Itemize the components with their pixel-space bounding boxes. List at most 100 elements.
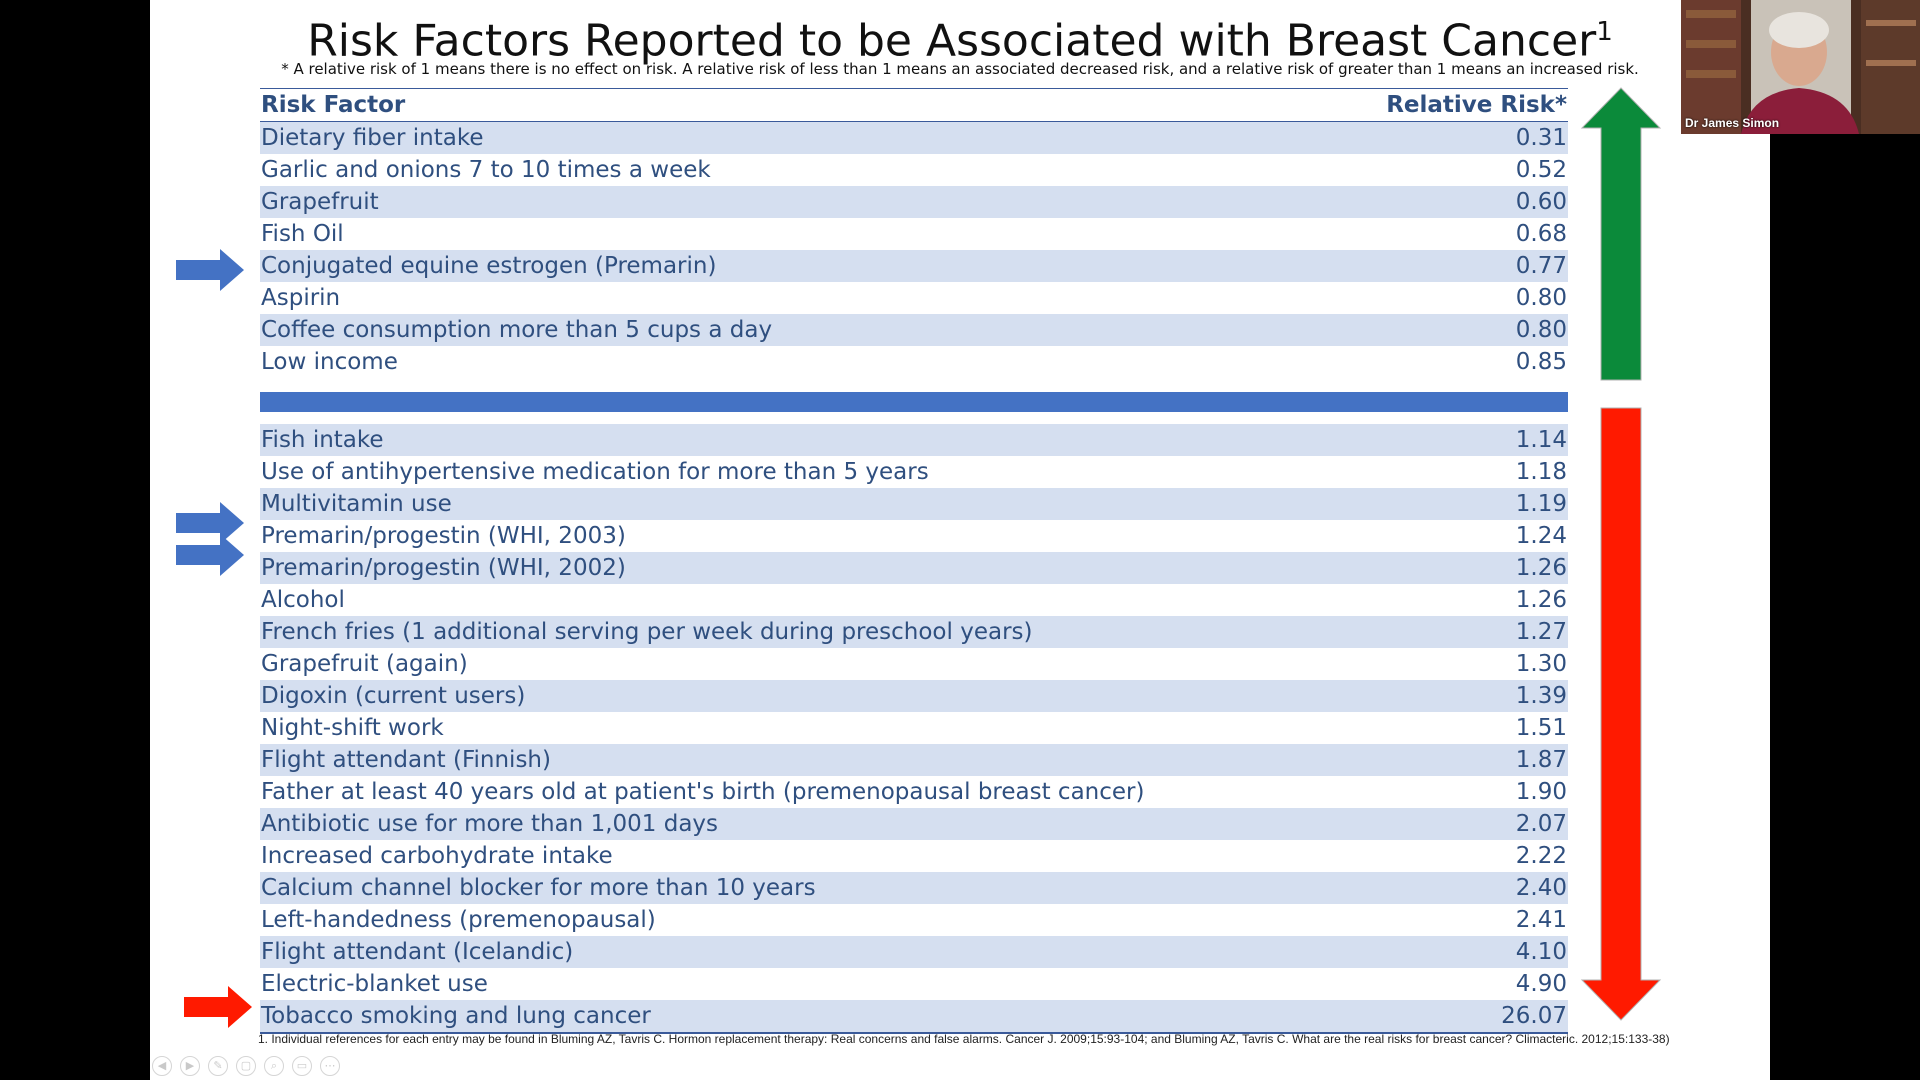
risk-factor-cell: Electric-blanket use <box>261 971 488 997</box>
relative-risk-cell: 1.18 <box>1515 459 1567 485</box>
table-row: Calcium channel blocker for more than 10… <box>260 872 1568 904</box>
risk-factor-cell: Night-shift work <box>261 715 444 741</box>
table-row: Increased carbohydrate intake 2.22 <box>260 840 1568 872</box>
table-row: Father at least 40 years old at patient'… <box>260 776 1568 808</box>
risk-factor-cell: Alcohol <box>261 587 345 613</box>
risk-factor-cell: Digoxin (current users) <box>261 683 526 709</box>
risk-factor-cell: Garlic and onions 7 to 10 times a week <box>261 157 711 183</box>
risk-factor-cell: Use of antihypertensive medication for m… <box>261 459 929 485</box>
more-options-icon[interactable]: ⋯ <box>320 1056 340 1076</box>
relative-risk-cell: 2.40 <box>1515 875 1567 901</box>
relative-risk-cell: 0.52 <box>1515 157 1567 183</box>
footnote: 1. Individual references for each entry … <box>258 1032 1670 1046</box>
table-row: Left-handedness (premenopausal) 2.41 <box>260 904 1568 936</box>
table-row: Coffee consumption more than 5 cups a da… <box>260 314 1568 346</box>
table-row: Multivitamin use 1.19 <box>260 488 1568 520</box>
risk-factor-cell: Flight attendant (Finnish) <box>261 747 551 773</box>
green-up-arrow <box>1580 87 1662 381</box>
header-relative-risk: Relative Risk* <box>1386 92 1567 118</box>
webcam-thumbnail: Dr James Simon <box>1681 0 1920 134</box>
table-row: Conjugated equine estrogen (Premarin) 0.7… <box>260 250 1568 282</box>
relative-risk-cell: 26.07 <box>1501 1003 1567 1029</box>
relative-risk-cell: 2.22 <box>1515 843 1567 869</box>
relative-risk-cell: 0.80 <box>1515 285 1567 311</box>
risk-table: Risk Factor Relative Risk* Dietary fiber… <box>260 88 1568 1034</box>
header-risk-factor: Risk Factor <box>261 92 406 118</box>
slide-title: Risk Factors Reported to be Associated w… <box>150 2 1770 72</box>
increased-risk-rows: Fish intake 1.14 Use of antihypertensive m… <box>260 424 1568 1032</box>
blue-arrow-premarin <box>176 249 244 291</box>
table-row: Digoxin (current users) 1.39 <box>260 680 1568 712</box>
risk-factor-cell: Conjugated equine estrogen (Premarin) <box>261 253 717 279</box>
blue-arrow-whi-2003 <box>176 502 244 544</box>
relative-risk-cell: 0.85 <box>1515 349 1567 375</box>
risk-factor-cell: Fish Oil <box>261 221 344 247</box>
relative-risk-cell: 4.90 <box>1515 971 1567 997</box>
red-down-arrow <box>1580 407 1662 1021</box>
title-footnote-mark: 1 <box>1596 17 1613 47</box>
relative-risk-cell: 2.07 <box>1515 811 1567 837</box>
presenter-video <box>1681 0 1920 134</box>
risk-factor-cell: Increased carbohydrate intake <box>261 843 613 869</box>
table-row: Alcohol 1.26 <box>260 584 1568 616</box>
risk-factor-cell: Aspirin <box>261 285 341 311</box>
table-row: Night-shift work 1.51 <box>260 712 1568 744</box>
risk-factor-cell: Flight attendant (Icelandic) <box>261 939 574 965</box>
relative-risk-cell: 1.14 <box>1515 427 1567 453</box>
table-row: Antibiotic use for more than 1,001 days 2… <box>260 808 1568 840</box>
risk-factor-cell: Coffee consumption more than 5 cups a da… <box>261 317 773 343</box>
table-row: Flight attendant (Finnish) 1.87 <box>260 744 1568 776</box>
table-bottom-rule <box>260 1032 1568 1034</box>
relative-risk-cell: 0.31 <box>1515 125 1567 151</box>
risk-factor-cell: Left-handedness (premenopausal) <box>261 907 656 933</box>
slide: Risk Factors Reported to be Associated w… <box>150 0 1770 1080</box>
section-divider <box>260 392 1568 412</box>
relative-risk-cell: 1.26 <box>1515 587 1567 613</box>
table-row: French fries (1 additional serving per w… <box>260 616 1568 648</box>
slide-title-text: Risk Factors Reported to be Associated w… <box>307 15 1597 67</box>
relative-risk-cell: 1.51 <box>1515 715 1567 741</box>
risk-factor-cell: Tobacco smoking and lung cancer <box>261 1003 651 1029</box>
risk-factor-cell: Antibiotic use for more than 1,001 days <box>261 811 719 837</box>
risk-factor-cell: Low income <box>261 349 398 375</box>
table-row: Low income 0.85 <box>260 346 1568 378</box>
table-row: Aspirin 0.80 <box>260 282 1568 314</box>
risk-factor-cell: Calcium channel blocker for more than 10… <box>261 875 816 901</box>
risk-factor-cell: French fries (1 additional serving per w… <box>261 619 1033 645</box>
relative-risk-cell: 1.26 <box>1515 555 1567 581</box>
zoom-icon[interactable]: ⌕ <box>264 1056 284 1076</box>
relative-risk-cell: 1.87 <box>1515 747 1567 773</box>
risk-factor-cell: Dietary fiber intake <box>261 125 484 151</box>
subtitles-icon[interactable]: ▭ <box>292 1056 312 1076</box>
risk-factor-cell: Grapefruit (again) <box>261 651 468 677</box>
risk-factor-cell: Premarin/progestin (WHI, 2003) <box>261 523 626 549</box>
risk-factor-cell: Grapefruit <box>261 189 379 215</box>
relative-risk-cell: 1.24 <box>1515 523 1567 549</box>
relative-risk-cell: 0.77 <box>1515 253 1567 279</box>
risk-factor-cell: Father at least 40 years old at patient'… <box>261 779 1145 805</box>
blue-arrow-whi-2002 <box>176 534 244 576</box>
prev-slide-icon[interactable]: ◀ <box>152 1056 172 1076</box>
presenter-name: Dr James Simon <box>1685 116 1780 130</box>
risk-factor-cell: Fish intake <box>261 427 384 453</box>
relative-risk-cell: 0.60 <box>1515 189 1567 215</box>
table-row: Dietary fiber intake 0.31 <box>260 122 1568 154</box>
pen-icon[interactable]: ✎ <box>208 1056 228 1076</box>
table-row: Flight attendant (Icelandic) 4.10 <box>260 936 1568 968</box>
relative-risk-cell: 2.41 <box>1515 907 1567 933</box>
risk-factor-cell: Premarin/progestin (WHI, 2002) <box>261 555 626 581</box>
relative-risk-cell: 1.30 <box>1515 651 1567 677</box>
relative-risk-cell: 4.10 <box>1515 939 1567 965</box>
table-header: Risk Factor Relative Risk* <box>260 88 1568 122</box>
relative-risk-cell: 0.80 <box>1515 317 1567 343</box>
table-row: Tobacco smoking and lung cancer 26.07 <box>260 1000 1568 1032</box>
next-slide-icon[interactable]: ▶ <box>180 1056 200 1076</box>
risk-factor-cell: Multivitamin use <box>261 491 452 517</box>
slides-icon[interactable]: ▢ <box>236 1056 256 1076</box>
relative-risk-cell: 1.19 <box>1515 491 1567 517</box>
table-row: Fish intake 1.14 <box>260 424 1568 456</box>
relative-risk-cell: 1.39 <box>1515 683 1567 709</box>
relative-risk-cell: 1.90 <box>1515 779 1567 805</box>
decreased-risk-rows: Dietary fiber intake 0.31 Garlic and onion… <box>260 122 1568 378</box>
table-row: Fish Oil 0.68 <box>260 218 1568 250</box>
